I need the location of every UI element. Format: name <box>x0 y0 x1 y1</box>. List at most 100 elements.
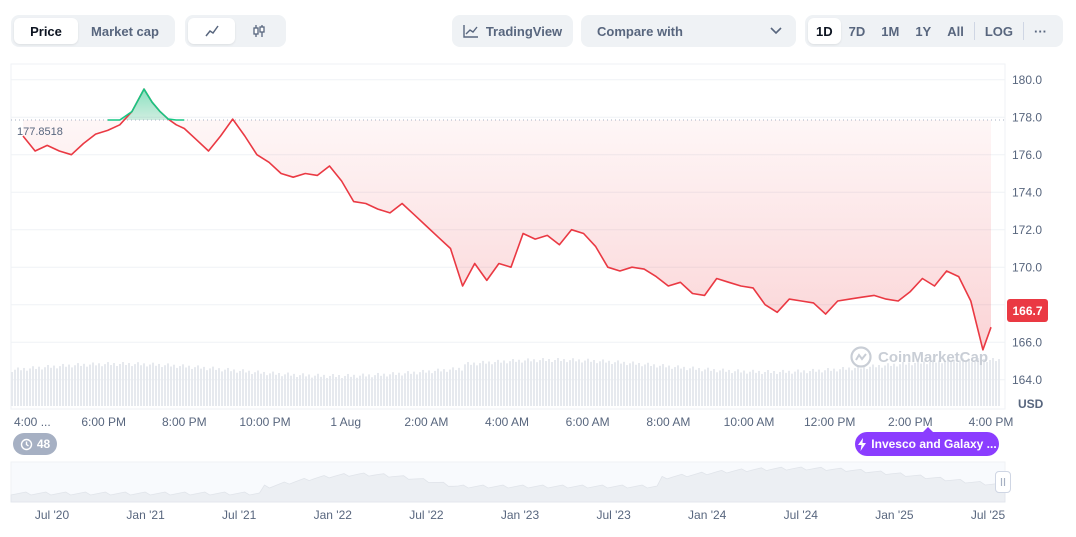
volume-bar <box>728 369 730 406</box>
volume-bar <box>302 373 304 406</box>
volume-bar <box>38 366 40 406</box>
volume-bar <box>989 360 991 406</box>
overview-drag-handle[interactable] <box>995 471 1011 493</box>
line-chart-icon <box>204 25 219 37</box>
volume-bar <box>26 370 28 406</box>
range-all[interactable]: All <box>947 23 964 39</box>
y-tick-label: 180.0 <box>1012 73 1042 87</box>
compare-dropdown[interactable]: Compare with <box>581 15 796 47</box>
tab-price[interactable]: Price <box>14 18 78 44</box>
candlestick-button[interactable] <box>235 18 282 44</box>
volume-bar <box>290 375 292 406</box>
range-1d[interactable]: 1D <box>808 18 841 44</box>
overview-tick-label: Jan '21 <box>126 508 165 522</box>
overview-tick-label: Jul '20 <box>35 508 70 522</box>
log-scale-button[interactable]: LOG <box>984 23 1014 39</box>
volume-bar <box>785 372 787 406</box>
more-options-button[interactable]: ··· <box>1034 23 1048 39</box>
volume-bar <box>824 370 826 406</box>
volume-bar <box>332 373 334 406</box>
range-7d[interactable]: 7D <box>848 23 866 39</box>
volume-bar <box>569 360 571 406</box>
x-tick-label: 1 Aug <box>330 415 361 429</box>
plot-border <box>10 63 1006 410</box>
volume-bar <box>854 368 856 406</box>
volume-bar <box>428 370 430 406</box>
volume-bar <box>386 376 388 406</box>
volume-bar <box>938 360 940 406</box>
volume-bar <box>674 367 676 406</box>
volume-bar <box>257 370 259 406</box>
x-tick-label: 6:00 AM <box>566 415 610 429</box>
chevron-down-icon <box>770 27 782 35</box>
volume-bar <box>800 372 802 406</box>
volume-bar <box>95 365 97 406</box>
volume-bar <box>164 365 166 406</box>
volume-bar <box>746 373 748 406</box>
volume-bar <box>632 361 634 406</box>
volume-bar <box>803 370 805 406</box>
volume-bar <box>431 373 433 406</box>
range-1y[interactable]: 1Y <box>915 23 932 39</box>
volume-bar <box>278 372 280 406</box>
volume-bar <box>944 361 946 406</box>
volume-bar <box>479 363 481 406</box>
events-badge[interactable]: 48 <box>13 433 57 455</box>
volume-bar <box>194 367 196 406</box>
volume-bar <box>647 362 649 406</box>
volume-bar <box>962 358 964 406</box>
volume-bar <box>449 369 451 406</box>
price-line-up <box>107 88 185 121</box>
tradingview-button[interactable]: TradingView <box>452 15 573 47</box>
volume-bar <box>203 366 205 406</box>
volume-bar <box>44 367 46 406</box>
volume-bar <box>347 373 349 406</box>
x-tick-label: 4:00 ... <box>14 415 51 429</box>
volume-bar <box>536 362 538 406</box>
volume-bar <box>248 370 250 406</box>
volume-bar <box>446 371 448 406</box>
volume-bar <box>14 369 16 406</box>
x-tick-label: 10:00 AM <box>724 415 775 429</box>
tab-market-cap[interactable]: Market cap <box>91 23 159 39</box>
volume-bar <box>722 368 724 406</box>
volume-bar <box>98 363 100 406</box>
volume-bar <box>242 369 244 406</box>
volume-bar <box>167 363 169 406</box>
volume-bar <box>770 372 772 406</box>
volume-bar <box>833 368 835 406</box>
volume-bar <box>395 374 397 406</box>
volume-bar <box>719 370 721 406</box>
volume-bar <box>122 362 124 406</box>
volume-bar <box>986 362 988 406</box>
overview-area <box>10 466 1006 503</box>
volume-bar <box>959 360 961 406</box>
volume-bar <box>209 368 211 406</box>
volume-bar <box>848 367 850 406</box>
volume-bar <box>890 365 892 406</box>
volume-bar <box>230 371 232 406</box>
news-event-badge[interactable]: Invesco and Galaxy ... <box>855 427 999 456</box>
volume-bar <box>740 372 742 406</box>
volume-bar <box>974 360 976 406</box>
volume-bar <box>251 373 253 406</box>
volume-bar <box>119 364 121 406</box>
volume-bar <box>29 368 31 406</box>
x-axis-ticks: 4:00 ... 6:00 PM 8:00 PM 10:00 PM 1 Aug 2:00 … <box>14 415 1013 429</box>
volume-bar <box>662 364 664 406</box>
line-chart-button[interactable] <box>188 18 235 44</box>
volume-bar <box>677 365 679 406</box>
range-1m[interactable]: 1M <box>881 23 900 39</box>
volume-bar <box>281 376 283 406</box>
volume-bar <box>50 367 52 406</box>
volume-bar <box>683 366 685 406</box>
grip-icon <box>1000 478 1006 486</box>
lightning-icon <box>858 437 867 451</box>
overview-navigator[interactable] <box>10 461 1006 503</box>
volume-bar <box>527 358 529 406</box>
volume-bar <box>416 374 418 406</box>
volume-bar <box>392 372 394 406</box>
volume-bar <box>977 358 979 406</box>
y-tick-label: 170.0 <box>1012 260 1042 274</box>
